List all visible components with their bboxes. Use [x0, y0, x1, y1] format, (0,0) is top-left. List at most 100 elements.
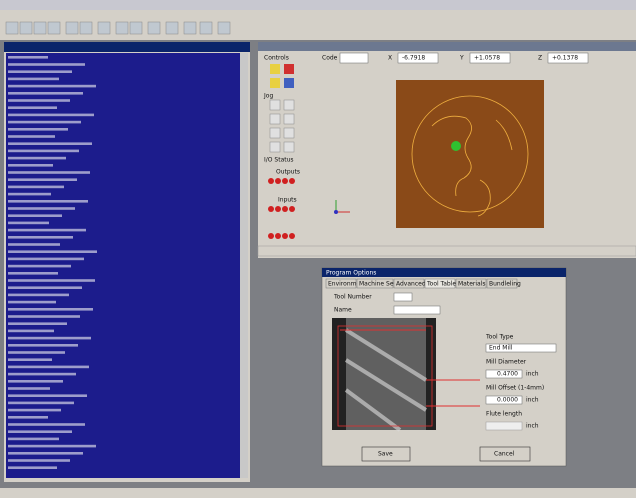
code-line	[8, 156, 66, 160]
code-line	[8, 243, 60, 246]
code-line	[8, 272, 58, 275]
code-line	[8, 444, 96, 448]
code-line	[8, 365, 89, 369]
editor-title-bar	[4, 42, 250, 52]
tool-number-label: Tool Number	[333, 294, 372, 301]
code-line	[8, 149, 79, 153]
tab[interactable]	[393, 278, 425, 289]
globe-toolpath	[411, 95, 529, 217]
scrollbar	[240, 53, 248, 478]
tab-label: Environment	[328, 281, 367, 288]
taskbar	[0, 488, 636, 498]
mill-offset-label: Mill Offset (1-4mm)	[486, 385, 544, 392]
tool-type-value: End Mill	[489, 345, 513, 352]
code-line	[8, 135, 55, 138]
gcode-lines	[8, 56, 97, 469]
save-label: Save	[378, 451, 393, 458]
inputs-label: Inputs	[278, 197, 297, 204]
name-label: Name	[334, 307, 352, 314]
z-label: Z	[538, 55, 542, 62]
code-line	[8, 358, 52, 361]
code-line	[8, 466, 57, 469]
controls-label: Controls	[264, 55, 289, 62]
code-line	[8, 70, 72, 73]
code-line	[8, 459, 70, 462]
tool-type-select[interactable]	[485, 343, 557, 353]
code-line	[8, 128, 68, 131]
dialog-title: Program Options	[326, 270, 376, 277]
code-line	[8, 236, 73, 239]
tool-type-label: Tool Type	[485, 334, 514, 341]
mill-diameter-field[interactable]	[485, 369, 523, 379]
code-line	[8, 257, 84, 261]
x-label: X	[388, 55, 392, 62]
x-field	[397, 52, 439, 64]
code-line	[8, 192, 51, 196]
code-line	[8, 207, 75, 210]
code-line	[8, 423, 85, 426]
io-status-label: I/O Status	[264, 157, 294, 164]
toolpath-view	[396, 80, 544, 228]
unit: inch	[526, 397, 539, 404]
code-line	[8, 56, 48, 59]
tab[interactable]	[455, 278, 487, 289]
tool-number-field[interactable]	[393, 292, 413, 302]
code-line	[8, 142, 92, 145]
z-field	[547, 52, 589, 64]
code-line	[8, 171, 90, 174]
code-line	[8, 380, 63, 383]
tab[interactable]	[424, 278, 456, 289]
code-line	[8, 63, 85, 66]
mill-offset-field[interactable]	[485, 395, 523, 405]
code-line	[8, 336, 91, 340]
viewer-title-bar	[258, 42, 636, 51]
cancel-label: Cancel	[494, 451, 515, 458]
unit: inch	[526, 371, 539, 378]
io-leds	[268, 178, 295, 239]
jog-buttons	[269, 99, 295, 153]
tab-label: Bundleling	[489, 281, 521, 288]
code-line	[8, 344, 78, 347]
tab[interactable]	[486, 278, 518, 289]
mill-diameter-label: Mill Diameter	[486, 359, 527, 366]
tab[interactable]	[356, 278, 394, 289]
code-line	[8, 315, 80, 318]
code-line	[8, 308, 93, 311]
code-line	[8, 430, 72, 433]
code-line	[8, 401, 74, 405]
code-line	[8, 214, 62, 217]
y-label: Y	[459, 55, 464, 62]
code-line	[8, 77, 59, 81]
cancel-button[interactable]	[479, 446, 531, 462]
outputs-label: Outputs	[276, 169, 300, 176]
code-line	[8, 264, 71, 268]
tab-label: Materials	[458, 281, 486, 288]
code-line	[8, 408, 61, 412]
mill-diameter-value: 0.4700	[497, 371, 518, 378]
axis-gizmo	[334, 200, 350, 214]
tool-position	[451, 141, 461, 151]
code-line	[8, 286, 82, 289]
menu-toolbar	[0, 10, 636, 40]
flute-length-field[interactable]	[485, 421, 523, 431]
mill-offset-value: 0.0000	[497, 397, 518, 404]
z-value: +0.1378	[552, 55, 578, 62]
code-line	[8, 329, 54, 333]
code-line	[8, 351, 65, 354]
save-button[interactable]	[361, 446, 411, 462]
tab[interactable]	[325, 278, 357, 289]
code-label: Code	[322, 55, 338, 62]
tool-graphic	[337, 318, 480, 432]
app-title-bar	[0, 0, 636, 10]
code-line	[8, 221, 49, 225]
tab-label: Advanced NB	[396, 281, 436, 288]
code-line	[8, 293, 69, 297]
unit: inch	[526, 423, 539, 430]
tab-label: Tool Table	[426, 281, 456, 288]
control-buttons	[270, 64, 294, 88]
viewer-status-bar	[257, 245, 636, 257]
jog-label: Jog	[263, 93, 273, 100]
name-field[interactable]	[393, 305, 441, 315]
